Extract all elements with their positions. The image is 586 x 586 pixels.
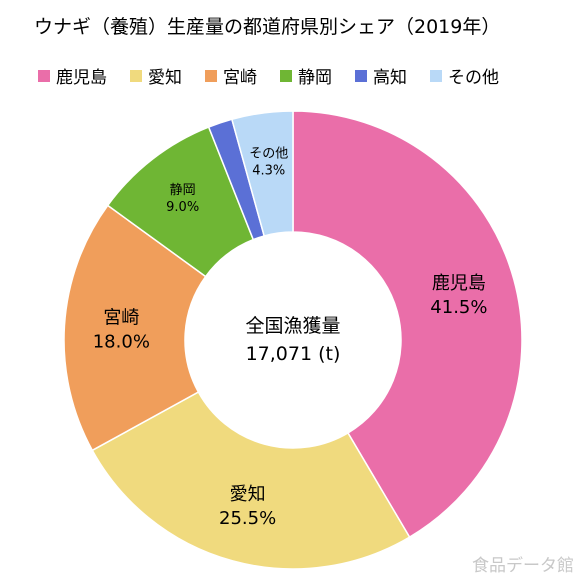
chart-title: ウナギ（養殖）生産量の都道府県別シェア（2019年） bbox=[34, 16, 501, 38]
legend-label: 静岡 bbox=[298, 68, 332, 88]
slice-category-label: その他 bbox=[249, 147, 288, 162]
legend-item: 愛知 bbox=[130, 63, 182, 88]
legend-item: 高知 bbox=[355, 63, 407, 88]
legend-label: 鹿児島 bbox=[56, 68, 107, 88]
legend-item: 鹿児島 bbox=[38, 63, 107, 88]
slice-value-label: 41.5% bbox=[430, 297, 487, 318]
donut-slice bbox=[292, 110, 523, 539]
legend-item: その他 bbox=[430, 63, 499, 88]
donut-slice bbox=[91, 391, 411, 570]
donut-slice bbox=[230, 110, 294, 237]
donut-slice bbox=[63, 204, 207, 452]
slice-category-label: 愛知 bbox=[230, 484, 266, 505]
legend-swatch bbox=[130, 69, 142, 82]
legend-swatch bbox=[280, 69, 292, 82]
slice-value-label: 9.0% bbox=[166, 200, 199, 215]
slice-category-label: 宮崎 bbox=[103, 308, 139, 329]
watermark: 食品データ館 bbox=[472, 556, 574, 576]
legend: 鹿児島 愛知 宮崎 静岡 高知 その他 bbox=[38, 63, 499, 88]
legend-swatch bbox=[205, 69, 217, 82]
slice-value-label: 4.3% bbox=[252, 164, 285, 179]
slice-category-label: 鹿児島 bbox=[432, 273, 486, 294]
slice-value-label: 25.5% bbox=[219, 508, 276, 529]
legend-label: 愛知 bbox=[148, 68, 182, 88]
center-value: 17,071 (t) bbox=[246, 343, 341, 365]
legend-item: 静岡 bbox=[280, 63, 332, 88]
legend-item: 宮崎 bbox=[205, 63, 257, 88]
slice-category-label: 静岡 bbox=[170, 183, 196, 198]
legend-label: 宮崎 bbox=[223, 68, 257, 88]
legend-label: 高知 bbox=[373, 68, 407, 88]
legend-swatch bbox=[38, 69, 50, 82]
legend-swatch bbox=[430, 69, 442, 82]
center-label: 全国漁獲量 bbox=[245, 315, 340, 337]
legend-swatch bbox=[355, 69, 367, 82]
legend-label: その他 bbox=[448, 68, 499, 88]
slice-value-label: 18.0% bbox=[93, 332, 150, 353]
